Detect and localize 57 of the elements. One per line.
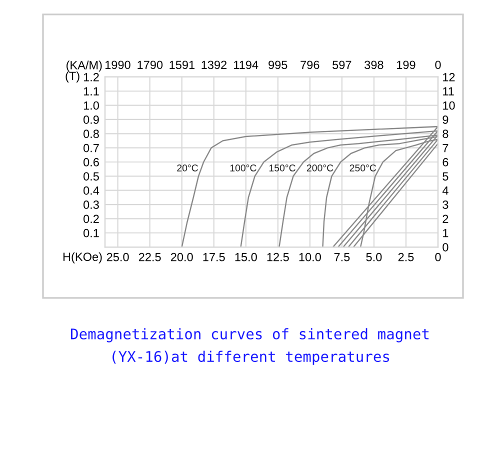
y-tick-label: 0.7 xyxy=(83,144,99,152)
x2-tick-label: 1790 xyxy=(138,60,163,70)
y2-tick-label: 3 xyxy=(442,200,448,209)
y2-tick-label: 0 xyxy=(442,243,448,252)
y2-tick-label: 9 xyxy=(442,116,448,124)
x-tick-label: 15.0 xyxy=(235,252,257,262)
y-tick-label: 0.2 xyxy=(83,214,99,224)
series-label: 150°C xyxy=(269,164,296,172)
series-label: 250°C xyxy=(350,164,376,172)
x2-tick-label: 597 xyxy=(332,60,352,70)
x2-tick-label: 0 xyxy=(435,60,441,70)
y2-tick-label: 8 xyxy=(442,130,448,138)
x-tick-label: 0 xyxy=(435,252,441,262)
y-tick-label: 0.3 xyxy=(83,200,99,209)
y-tick-label: 1.1 xyxy=(84,87,99,96)
series-label: 200°C xyxy=(306,164,334,172)
x2-tick-label: 1990 xyxy=(105,60,130,70)
y-tick-label: 0.1 xyxy=(83,228,99,238)
x-tick-label: 25.0 xyxy=(106,252,129,262)
x-tick-label: 22.5 xyxy=(138,252,161,262)
y-tick-label: 0.5 xyxy=(83,172,99,181)
x2-tick-label: 995 xyxy=(268,60,288,70)
y-tick-label: 1.2 xyxy=(84,72,99,82)
x-tick-label: 17.5 xyxy=(203,253,225,262)
x2-tick-label: 796 xyxy=(300,60,320,70)
x2-tick-label: 1591 xyxy=(170,60,194,70)
x-tick-label: 12.5 xyxy=(267,252,289,262)
x-tick-label: 20.0 xyxy=(170,252,193,262)
text: Demagnetization curves of sintered magnet xyxy=(70,328,429,342)
y2-tick-label: 4 xyxy=(442,186,448,195)
y-axis-title: (T) xyxy=(66,71,80,82)
x-tick-label: 10.0 xyxy=(299,252,321,262)
y2-tick-label: 2 xyxy=(442,214,448,223)
x2-axis-title: (KA/M) xyxy=(66,60,102,72)
series-label: 20°C xyxy=(177,164,198,172)
y2-tick-label: 10 xyxy=(443,101,455,110)
y2-tick-label: 12 xyxy=(443,72,455,82)
y-tick-label: 0.8 xyxy=(83,130,99,138)
y-tick-label: 0.6 xyxy=(83,158,99,166)
text: (YX-16)at different temperatures xyxy=(112,350,390,365)
x-tick-label: 7.5 xyxy=(334,253,350,262)
x-tick-label: 2.5 xyxy=(398,252,414,262)
y-tick-label: 1.0 xyxy=(84,101,99,110)
y-tick-label: 0.4 xyxy=(83,186,100,195)
x2-tick-label: 199 xyxy=(397,60,416,70)
y2-tick-label: 11 xyxy=(443,87,454,96)
x2-tick-label: 1392 xyxy=(202,60,226,70)
y2-tick-label: 6 xyxy=(442,158,448,166)
y2-tick-label: 5 xyxy=(442,172,448,181)
x-axis-title: H(KOe) xyxy=(63,252,102,264)
series-label: 100°C xyxy=(230,164,256,172)
y-tick-label: 0.9 xyxy=(83,116,99,124)
x2-tick-label: 398 xyxy=(364,60,384,70)
x-tick-label: 5.0 xyxy=(366,252,382,262)
y2-tick-label: 7 xyxy=(442,144,448,152)
y2-tick-label: 1 xyxy=(443,229,448,238)
x2-tick-label: 1194 xyxy=(234,60,258,70)
